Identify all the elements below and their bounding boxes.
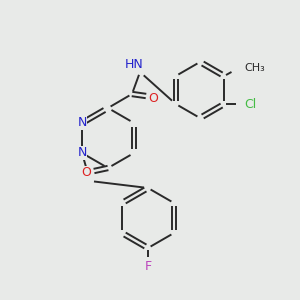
Text: N: N [77, 116, 87, 130]
Text: O: O [81, 167, 91, 179]
Text: CH₃: CH₃ [244, 63, 265, 73]
Text: N: N [77, 146, 87, 160]
Text: O: O [148, 92, 158, 104]
Text: HN: HN [124, 58, 143, 70]
Text: F: F [144, 260, 152, 272]
Text: Cl: Cl [244, 98, 256, 110]
